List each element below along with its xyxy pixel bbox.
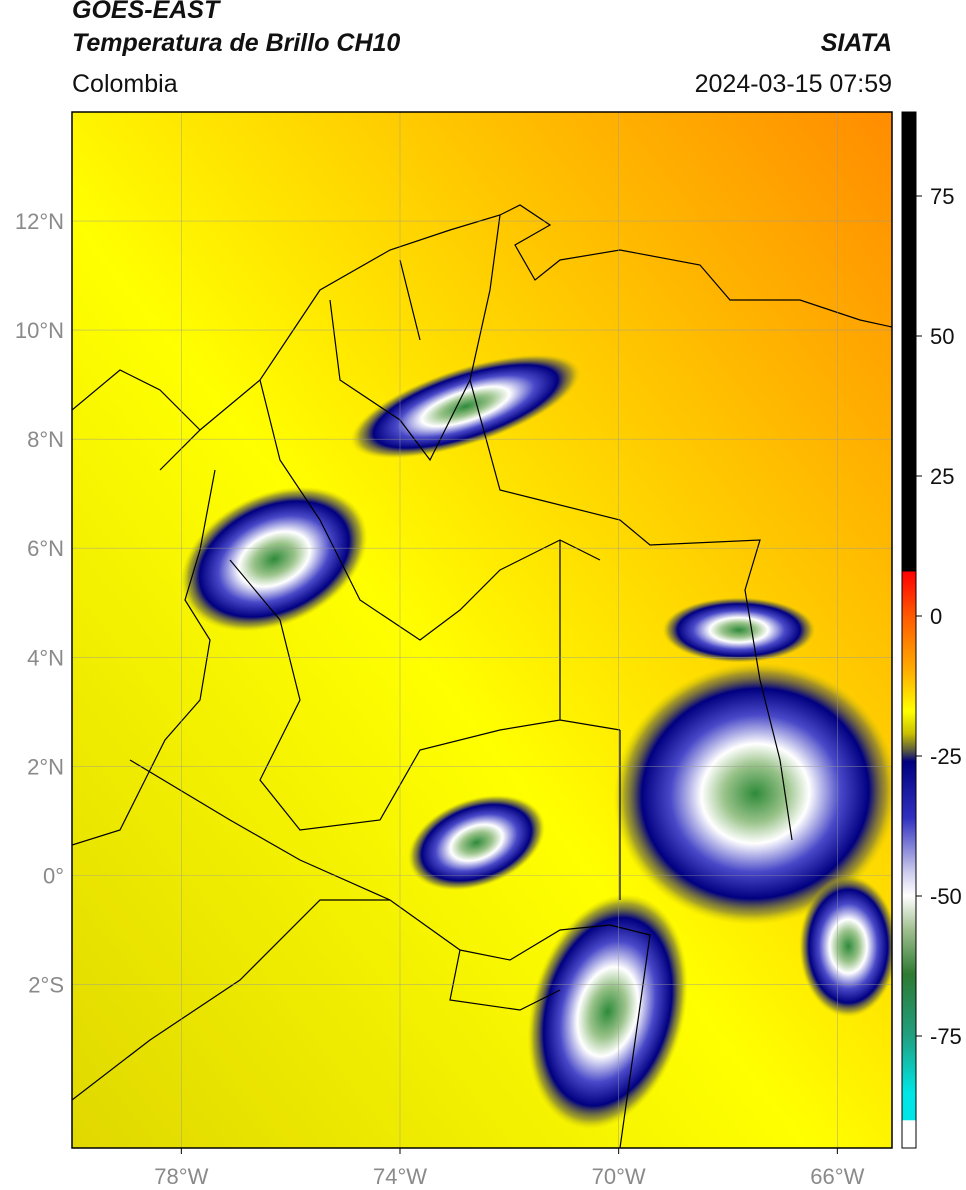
colorbar-tick-label: 75	[930, 184, 954, 209]
region-label: Colombia	[72, 70, 178, 98]
colorbar-tick-label: -75	[930, 1024, 962, 1049]
colorbar-tick-label: 50	[930, 324, 954, 349]
satellite-title: GOES-EAST	[72, 0, 220, 24]
cloud-system-vaupes-east	[662, 597, 816, 663]
lon-tick-label: 70°W	[592, 1164, 646, 1189]
colorbar-tick-label: -50	[930, 884, 962, 909]
map-axes: 12°N 10°N 8°N 6°N 4°N 2°N 0° 2°S 78°W 74°W 70°W 66°…	[15, 209, 865, 1189]
border-internal-2	[229, 559, 621, 831]
border-colombia-venezuela	[469, 214, 793, 841]
lat-tick-label: 12°N	[15, 209, 64, 234]
lat-tick-label: 8°N	[27, 427, 64, 452]
border-peru-ecuador	[72, 899, 561, 1101]
graticule	[72, 112, 892, 1148]
border-internal-1	[259, 379, 601, 641]
lon-tick-label: 66°W	[810, 1164, 864, 1189]
colorbar-ticks: 75 50 25 0 -25 -50 -75	[916, 184, 962, 1049]
coastline-caribbean	[159, 204, 892, 471]
lat-tick-label: 6°N	[27, 536, 64, 561]
coastline-pacific	[72, 369, 216, 846]
colorbar-tick-label: 0	[930, 604, 942, 629]
lat-tick-label: 2°S	[28, 972, 64, 997]
map-area	[72, 112, 892, 1148]
lat-tick-label: 2°N	[27, 754, 64, 779]
colorbar-tick-label: -25	[930, 744, 962, 769]
cloud-system-amazon-central	[613, 662, 892, 925]
lon-tick-label: 78°W	[154, 1164, 208, 1189]
lat-tick-label: 0°	[43, 863, 64, 888]
colorbar-scale	[901, 111, 917, 1149]
product-title: Temperatura de Brillo CH10	[72, 29, 401, 57]
lon-tick-label: 74°W	[373, 1164, 427, 1189]
cloud-system-amazon-west	[408, 794, 545, 891]
lat-tick-label: 4°N	[27, 645, 64, 670]
organization-label: SIATA	[820, 29, 892, 57]
cloud-system-brazil-east	[799, 875, 892, 1018]
map-frame	[71, 111, 893, 1149]
datetime-label: 2024-03-15 07:59	[694, 70, 892, 98]
colorbar-tick-label: 25	[930, 464, 954, 489]
cloud-system-andes-north	[350, 354, 581, 459]
lat-tick-label: 10°N	[15, 318, 64, 343]
border-colombia-south	[129, 759, 651, 1148]
colorbar: 75 50 25 0 -25 -50 -75	[901, 111, 962, 1149]
